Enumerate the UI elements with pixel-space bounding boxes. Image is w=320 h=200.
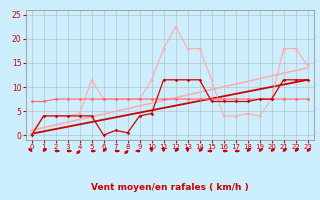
Text: Vent moyen/en rafales ( km/h ): Vent moyen/en rafales ( km/h ) — [91, 183, 248, 192]
